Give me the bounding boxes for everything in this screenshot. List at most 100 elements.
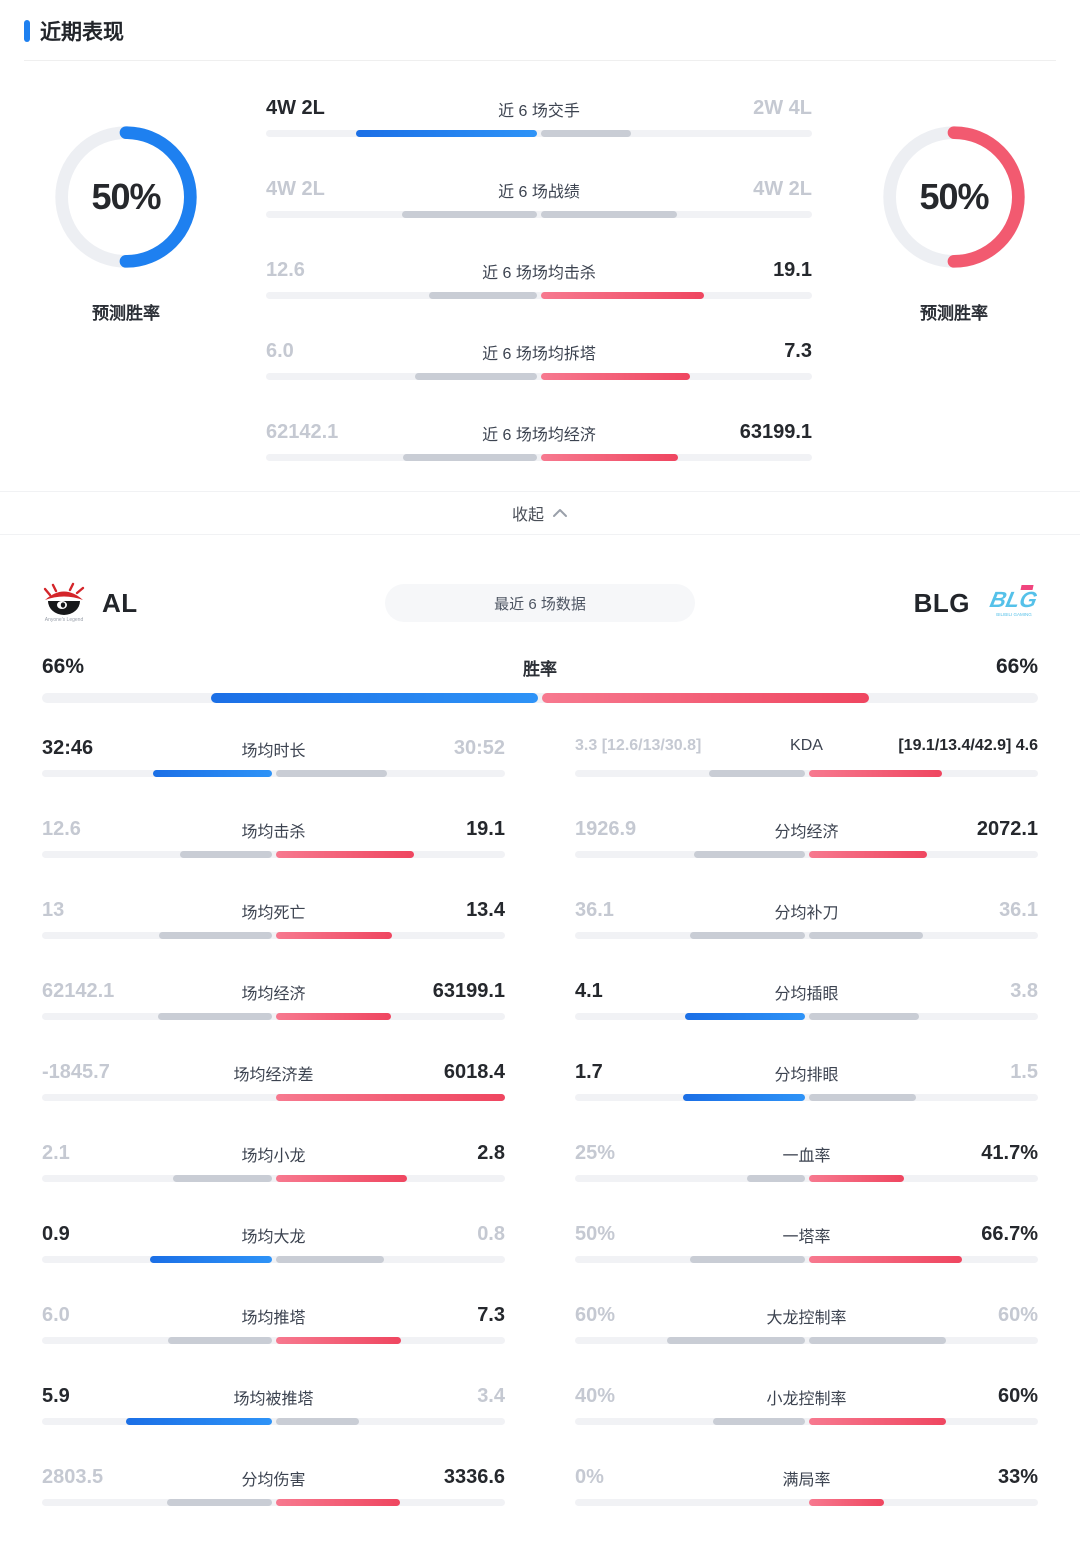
gauge-ring-icon [55, 126, 197, 268]
right-fill [808, 1256, 962, 1263]
left-fill [689, 1256, 805, 1263]
left-fill [356, 130, 537, 137]
stat-label: 近 6 场场均击杀 [482, 265, 596, 282]
team-right: BLG BLG BILIBILI GAMING [914, 583, 1040, 623]
right-value: 66.7% [981, 1223, 1038, 1245]
left-fill [414, 373, 537, 380]
stat-label: 近 6 场交手 [498, 103, 580, 120]
right-fill [808, 1013, 919, 1020]
left-fill [126, 1418, 272, 1425]
right-fill [808, 770, 943, 777]
stat-bar [575, 1337, 1038, 1344]
team-right-name: BLG [913, 587, 970, 618]
stat-row: -1845.7 场均经济差 6018.4 [42, 1061, 505, 1101]
stat-label: 近 6 场场均经济 [482, 427, 596, 444]
stat-bar [575, 1499, 1038, 1506]
gauge-ring-icon [883, 126, 1025, 268]
accent-bar [24, 20, 30, 42]
left-fill [693, 851, 805, 858]
right-fill [275, 1013, 392, 1020]
left-gauge-ring: 50% [48, 119, 204, 275]
winrate-label: 胜率 [523, 660, 557, 679]
stat-bar [575, 1013, 1038, 1020]
left-fill [150, 1256, 272, 1263]
left-value: -1845.7 [42, 1061, 110, 1083]
right-fill [808, 1337, 947, 1344]
stat-row: 25% 一血率 41.7% [575, 1142, 1038, 1182]
winrate-right-fill [542, 693, 870, 703]
right-fill [808, 1418, 947, 1425]
left-value: 0.9 [42, 1223, 70, 1245]
prediction-panel: 50% 预测胜率 4W 2L 近 6 场交手 2W 4L 4W 2L 近 6 场… [0, 61, 1080, 491]
left-fill [402, 454, 537, 461]
stat-row: 50% 一塔率 66.7% [575, 1223, 1038, 1263]
stat-label: 大龙控制率 [766, 1310, 847, 1327]
left-value: 62142.1 [266, 421, 339, 443]
left-value: 6.0 [266, 340, 294, 362]
right-fill [541, 373, 690, 380]
left-value: 1.7 [575, 1061, 603, 1083]
recent-games-pill: 最近 6 场数据 [385, 584, 695, 622]
right-gauge: 50% 预测胜率 [828, 97, 1080, 461]
stats-column-left: 32:46 场均时长 30:52 12.6 场均击杀 19.1 13 场均死亡 … [42, 737, 505, 1506]
right-value: 3336.6 [443, 1466, 505, 1488]
right-value: 6018.4 [443, 1061, 505, 1083]
winrate-left-fill [210, 693, 538, 703]
stat-label: 小龙控制率 [766, 1391, 847, 1408]
right-fill [275, 1418, 360, 1425]
stat-label: 场均大龙 [241, 1229, 306, 1246]
right-value: 2.8 [477, 1142, 505, 1164]
right-fill [275, 1337, 402, 1344]
team-left: Anyone's Legend AL [40, 581, 138, 625]
stat-bar [42, 1499, 505, 1506]
right-value: 3.4 [477, 1385, 505, 1407]
stat-label: 场均经济差 [233, 1067, 314, 1084]
chevron-up-icon [553, 509, 567, 517]
winrate-left-value: 66% [42, 655, 85, 678]
stat-row: 4W 2L 近 6 场交手 2W 4L [266, 97, 812, 137]
stat-row: 62142.1 场均经济 63199.1 [42, 980, 505, 1020]
stat-row: 3.3 [12.6/13/30.8] KDA [19.1/13.4/42.9] … [575, 737, 1038, 777]
teams-header: Anyone's Legend AL 最近 6 场数据 BLG BLG BILI… [0, 577, 1080, 629]
right-fill [541, 292, 705, 299]
collapse-label: 收起 [511, 507, 544, 524]
stat-bar [266, 211, 812, 218]
al-team-logo-icon: Anyone's Legend [43, 582, 85, 623]
stat-bar [266, 373, 812, 380]
stat-label: 一塔率 [782, 1229, 831, 1246]
right-value: 19.1 [466, 818, 505, 840]
stat-bar [575, 1175, 1038, 1182]
stat-row: 6.0 近 6 场场均拆塔 7.3 [266, 340, 812, 380]
left-gauge-label: 预测胜率 [92, 304, 160, 323]
stat-label: 场均死亡 [241, 905, 306, 922]
stat-bar [42, 770, 505, 777]
right-value: 0.8 [477, 1223, 505, 1245]
stat-label: 场均时长 [241, 743, 306, 760]
page-title: 近期表现 [40, 21, 124, 44]
left-value: 4.1 [575, 980, 603, 1002]
right-fill [275, 1256, 384, 1263]
team-left-name: AL [102, 587, 138, 618]
stat-label: 场均小龙 [241, 1148, 306, 1165]
right-fill [275, 1175, 407, 1182]
stat-bar [42, 932, 505, 939]
left-fill [158, 932, 272, 939]
left-value: 2803.5 [42, 1466, 104, 1488]
right-fill [808, 1094, 917, 1101]
blg-team-logo-icon: BLG BILIBILI GAMING [988, 585, 1040, 617]
stat-bar [575, 851, 1038, 858]
stat-label: 分均插眼 [774, 986, 839, 1003]
collapse-toggle[interactable]: 收起 [0, 491, 1080, 535]
stat-label: 近 6 场场均拆塔 [482, 346, 596, 363]
stat-bar [575, 770, 1038, 777]
left-value: 4W 2L [266, 178, 325, 200]
right-value: 63199.1 [739, 421, 812, 443]
left-fill [689, 932, 805, 939]
stat-bar [266, 292, 812, 299]
right-value: 60% [997, 1304, 1038, 1326]
left-fill [168, 1337, 272, 1344]
right-fill [275, 770, 387, 777]
right-value: 19.1 [773, 259, 812, 281]
left-fill [685, 1013, 805, 1020]
stat-bar [42, 1175, 505, 1182]
